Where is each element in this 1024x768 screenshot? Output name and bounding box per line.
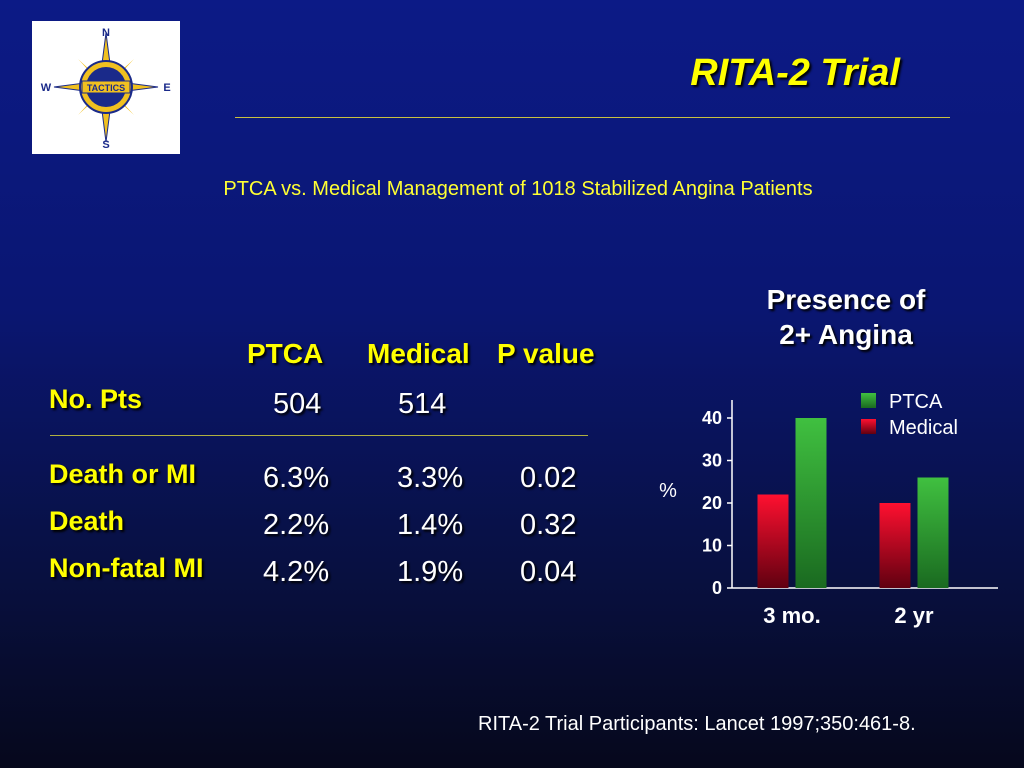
title-divider (235, 117, 950, 118)
table-header-medical: Medical (367, 338, 470, 369)
table-divider (50, 435, 588, 436)
cell-non-fatal-mi-ptca: 4.2% (263, 556, 330, 588)
cell-non-fatal-mi-p: 0.04 (520, 556, 577, 588)
chart-title: Presence of 2+ Angina (700, 282, 992, 352)
x-tick-label-0: 3 mo. (763, 603, 820, 628)
angina-bar-chart: 0 10 20 30 40% 3 mo. 2 yr PTCA Medical (659, 391, 998, 628)
legend-swatch-medical (861, 419, 876, 434)
cell-non-fatal-mi-medical: 1.9% (397, 556, 464, 588)
x-tick-label-1: 2 yr (894, 603, 934, 628)
slide-subtitle: PTCA vs. Medical Management of 1018 Stab… (223, 178, 813, 200)
compass-s: S (102, 139, 109, 151)
y-tick-label-0: 0 (712, 578, 722, 598)
legend-swatch-ptca (861, 393, 876, 408)
cell-pts-medical: 514 (398, 388, 447, 420)
chart-title-line-1: Presence of (766, 284, 926, 315)
row-label-death-or-mi: Death or MI (49, 459, 197, 489)
y-tick-label-4: 40 (702, 408, 722, 428)
compass-w: W (41, 82, 52, 94)
cell-death-or-mi-p: 0.02 (520, 462, 577, 494)
tactics-logo: TACTICS N S W E (32, 21, 180, 154)
y-axis-label: % (659, 480, 677, 502)
y-tick-label-2: 20 (702, 493, 722, 513)
cell-death-medical: 1.4% (397, 509, 464, 541)
table-header-ptca: PTCA (247, 338, 324, 369)
cell-death-or-mi-medical: 3.3% (397, 462, 464, 494)
cell-death-p: 0.32 (520, 509, 577, 541)
chart-title-line-2: 2+ Angina (779, 319, 913, 350)
y-tick-label-3: 30 (702, 451, 722, 471)
compass-e: E (163, 82, 170, 94)
citation: RITA-2 Trial Participants: Lancet 1997;3… (478, 713, 916, 735)
bar-medical-1 (879, 503, 911, 588)
cell-death-ptca: 2.2% (263, 509, 330, 541)
logo-badge-text: TACTICS (87, 83, 125, 93)
compass-icon: TACTICS N S W E (41, 27, 171, 151)
table-header-pvalue: P value (497, 338, 595, 369)
cell-pts-ptca: 504 (273, 388, 322, 420)
bar-medical-0 (757, 494, 789, 588)
bar-ptca-0 (795, 418, 827, 588)
y-tick-label-1: 10 (702, 536, 722, 556)
legend-label-medical: Medical (889, 417, 958, 439)
bar-ptca-1 (917, 477, 949, 588)
row-label-non-fatal-mi: Non-fatal MI (49, 553, 204, 583)
cell-death-or-mi-ptca: 6.3% (263, 462, 330, 494)
row-label-death: Death (49, 506, 125, 536)
slide-title: RITA-2 Trial (690, 52, 900, 94)
compass-n: N (102, 27, 110, 39)
legend-label-ptca: PTCA (889, 391, 943, 413)
row-label-no-pts: No. Pts (49, 384, 143, 414)
